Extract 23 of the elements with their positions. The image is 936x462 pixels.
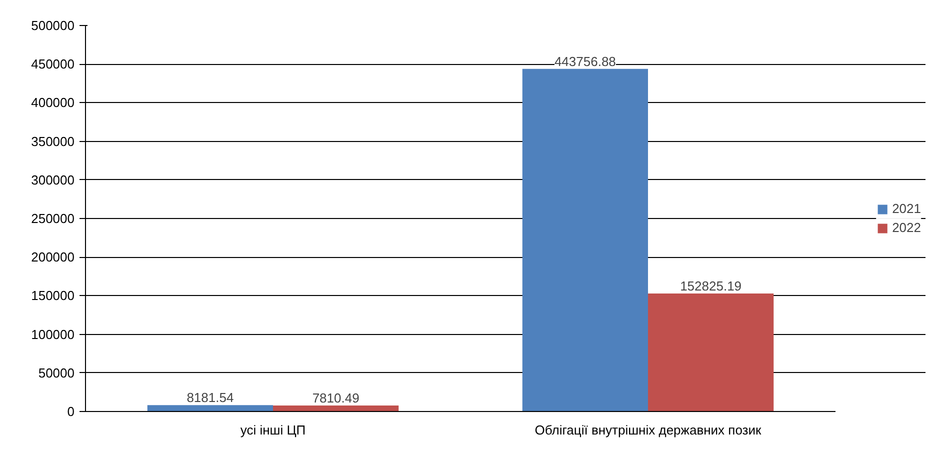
x-tick-label: усі інші ЦП [240, 422, 306, 438]
data-label: 7810.49 [312, 390, 360, 406]
y-tick-label: 50000 [38, 365, 75, 380]
y-tick-label: 250000 [31, 211, 75, 226]
bar [648, 294, 774, 412]
bar [273, 405, 399, 412]
y-tick-label: 350000 [31, 134, 75, 149]
y-tick-label: 500000 [31, 18, 75, 33]
y-tick-label: 300000 [31, 172, 75, 188]
y-tick-label: 0 [67, 404, 75, 419]
bar [522, 68, 648, 412]
y-tick-label: 150000 [31, 288, 75, 304]
y-tick-label: 100000 [31, 326, 75, 342]
y-tick-label: 400000 [31, 95, 75, 110]
data-label: 152825.19 [680, 278, 742, 294]
data-label: 8181.54 [186, 390, 234, 406]
y-tick-label: 200000 [31, 250, 75, 265]
x-tick-label: Облігації внутрішніх державних позик [534, 422, 762, 438]
legend-label: 2022 [892, 220, 921, 235]
data-label: 443756.88 [554, 54, 616, 69]
y-tick-label: 450000 [31, 56, 75, 72]
legend-label: 2021 [892, 201, 921, 216]
bar [147, 405, 273, 412]
